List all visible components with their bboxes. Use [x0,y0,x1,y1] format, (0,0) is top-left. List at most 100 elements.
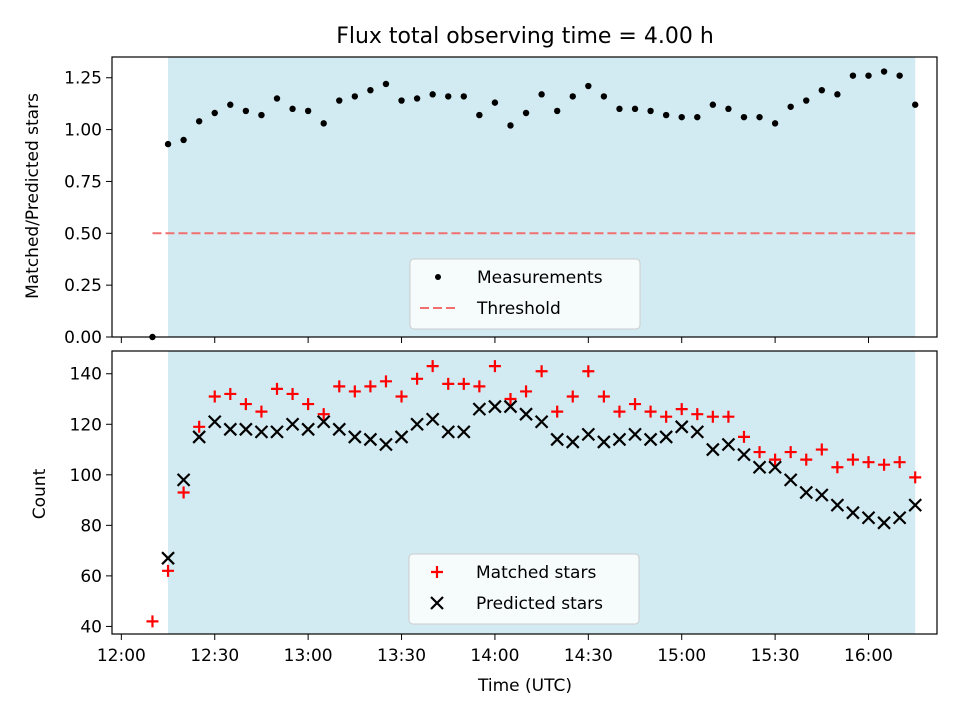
predicted-star-point [892,510,907,525]
measurement-point [678,113,685,121]
measurement-point [912,101,919,108]
matched-star-point [722,410,735,423]
top-y-tick-label: 1.00 [64,121,102,141]
matched-star-point [629,398,642,411]
measurement-point [227,101,234,108]
predicted-star-point [425,412,440,427]
predicted-star-point [830,498,845,512]
legend-matched-marker [431,566,443,578]
measurement-point [569,93,576,100]
measurement-point [896,72,903,79]
measurement-point [398,97,405,104]
predicted-star-point [254,425,269,439]
measurement-point [880,68,888,75]
predicted-star-point [192,430,206,444]
predicted-star-point [379,437,393,452]
predicted-star-point [488,399,502,414]
predicted-star-point [441,425,456,439]
matched-star-point [644,405,657,418]
measurement-point [460,93,467,100]
matched-star-point [224,387,237,400]
measurement-point [164,140,172,148]
measurement-point [476,111,483,119]
predicted-star-point [706,442,720,457]
matched-star-point [395,390,408,403]
measurement-point [662,111,670,119]
measurement-point [273,95,281,102]
matched-star-point [800,453,813,466]
predicted-star-point [565,435,580,449]
matched-star-point [146,615,159,628]
matched-star-point [893,456,906,469]
matched-star-point [286,387,299,400]
matched-star-point [473,380,486,393]
matched-star-point [520,385,533,398]
matched-star-point [208,390,221,403]
measurement-point [740,113,748,121]
predicted-star-point [690,425,705,439]
predicted-star-point [908,498,922,512]
bottom-y-tick-label: 140 [70,365,102,385]
measurement-point [211,109,218,117]
matched-star-point [317,408,330,421]
measurement-point [522,109,530,117]
matched-star-point [675,403,688,416]
matched-star-point [909,471,922,484]
measurement-point [787,103,794,110]
measurement-point [756,113,763,121]
matched-star-point [302,398,315,411]
measurement-point [367,86,374,94]
measurement-point [320,120,327,127]
x-tick-label: 15:30 [751,646,800,666]
bottom-axes-frame [111,350,938,635]
bottom-y-tick-label: 40 [80,617,102,637]
matched-star-point [488,360,501,373]
bottom-y-tick-label: 60 [80,567,102,587]
matched-star-point [364,380,377,393]
predicted-star-point [752,460,767,475]
matched-star-point [878,458,891,471]
bottom-y-axis-label: Count [30,468,50,519]
figure-title: Flux total observing time = 4.00 h [336,24,714,49]
x-tick-label: 13:00 [284,646,333,666]
bottom-legend-box [408,553,640,625]
predicted-star-point [581,427,596,442]
matched-star-point [457,377,470,390]
predicted-star-point [550,432,564,447]
measurement-point [834,91,841,98]
matched-star-point [753,446,766,459]
predicted-star-point [285,417,300,432]
matched-star-point [255,405,268,418]
predicted-star-point [161,551,175,565]
matched-star-point [566,390,579,403]
predicted-star-point [519,407,533,421]
predicted-star-point [176,473,191,487]
measurement-point [553,107,561,115]
bottom-y-tick-label: 80 [80,516,102,536]
predicted-star-point [239,422,253,437]
measurement-point [600,93,608,100]
predicted-star-point [861,510,876,525]
matched-star-point [784,446,797,459]
matched-star-point [769,453,782,466]
measurement-point [413,95,421,102]
measurement-point [429,91,436,98]
top-y-tick-label: 0.25 [64,276,102,296]
matched-star-point [535,365,548,378]
predicted-star-point [207,414,222,429]
predicted-star-point [643,432,658,447]
predicted-star-point [674,420,689,434]
matched-star-point [333,380,346,393]
legend-label: Predicted stars [476,594,603,614]
matched-star-point [815,443,828,456]
predicted-star-point [721,437,736,452]
matched-star-point [177,486,190,499]
matched-star-point [706,410,719,423]
measurement-point [258,111,265,119]
predicted-star-point [363,432,378,447]
measurement-point [382,80,390,88]
legend-label: Matched stars [476,563,596,583]
x-axis-label: Time (UTC) [477,676,572,696]
measurement-point [849,72,857,79]
